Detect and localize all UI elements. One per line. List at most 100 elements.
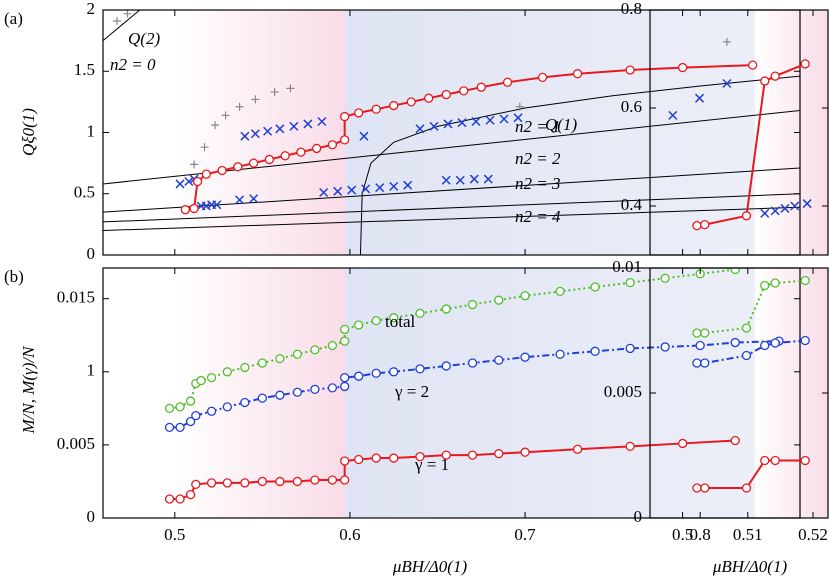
marker: [722, 37, 731, 46]
marker: [263, 126, 273, 136]
marker: [190, 160, 199, 169]
marker: [389, 100, 399, 111]
series-line: [103, 193, 800, 223]
marker: [494, 449, 504, 459]
marker: [741, 483, 752, 493]
marker: [340, 475, 350, 485]
marker: [389, 181, 399, 191]
marker: [625, 65, 635, 75]
region-pink: [755, 10, 828, 255]
marker: [441, 361, 451, 371]
marker: [206, 406, 217, 416]
marker: [741, 211, 752, 221]
marker: [185, 489, 196, 500]
annotation: Q(2): [128, 29, 160, 48]
region-pink: [175, 10, 345, 255]
marker: [296, 147, 306, 157]
annotation: n2 = 2: [515, 149, 561, 168]
series-line: [359, 75, 800, 255]
annotation: n2 = 0: [110, 55, 156, 74]
marker: [113, 17, 122, 26]
marker: [189, 203, 199, 214]
marker: [722, 78, 732, 89]
marker: [175, 402, 185, 412]
frame: [649, 9, 829, 256]
marker: [760, 280, 770, 291]
marker: [441, 89, 451, 100]
marker: [292, 349, 303, 359]
marker: [459, 86, 469, 96]
marker: [240, 362, 250, 373]
marker: [467, 299, 478, 310]
marker: [457, 118, 467, 128]
marker: [333, 186, 343, 196]
marker: [415, 364, 425, 374]
marker: [695, 340, 705, 351]
marker: [354, 108, 364, 118]
marker: [240, 131, 250, 141]
marker: [770, 455, 780, 466]
marker: [590, 282, 600, 292]
x-tick-label: 0.52: [798, 525, 828, 544]
marker: [700, 483, 710, 493]
marker: [175, 422, 185, 433]
marker: [196, 375, 206, 386]
marker: [403, 180, 413, 190]
y-tick-label: 1: [87, 361, 96, 380]
marker: [275, 353, 285, 364]
marker: [494, 295, 504, 305]
marker: [692, 483, 702, 493]
marker: [361, 184, 371, 194]
annotation: Q(1): [545, 115, 577, 134]
x-axis-label: μBH/Δ0(1): [712, 557, 788, 576]
marker: [467, 358, 478, 368]
marker: [233, 162, 243, 172]
marker: [251, 95, 260, 104]
marker: [494, 355, 504, 365]
marker: [389, 313, 399, 323]
panel-label: (b): [4, 267, 24, 286]
marker: [590, 346, 600, 356]
y-tick-label: 0: [87, 244, 96, 263]
y-tick-label: 1.5: [74, 60, 95, 79]
y-tick-label: 0: [87, 507, 96, 526]
marker: [692, 358, 702, 368]
marker: [780, 203, 790, 213]
marker: [660, 342, 670, 352]
marker: [800, 59, 810, 69]
y-tick-label: 0.8: [621, 0, 642, 18]
x-tick-label: 0.6: [339, 525, 360, 544]
marker: [222, 367, 232, 377]
marker: [471, 116, 481, 127]
marker: [555, 349, 565, 359]
marker: [520, 352, 530, 362]
marker: [185, 396, 196, 406]
marker: [201, 201, 211, 211]
marker: [327, 140, 338, 150]
marker: [515, 102, 524, 111]
marker: [257, 393, 268, 403]
marker: [441, 304, 451, 314]
marker: [455, 175, 465, 185]
marker: [770, 71, 780, 81]
y-tick-label: 0: [634, 507, 643, 526]
marker: [275, 476, 285, 487]
marker: [340, 135, 350, 145]
marker: [469, 174, 479, 184]
marker: [371, 368, 381, 378]
frame: [102, 267, 801, 519]
marker: [200, 143, 209, 152]
y-axis-label: Qξ0(1): [19, 108, 38, 156]
marker: [327, 383, 338, 393]
marker: [286, 84, 295, 93]
x-tick-label: 0.5: [672, 525, 693, 544]
marker: [340, 456, 350, 466]
marker: [354, 320, 364, 330]
plot-area: [164, 268, 784, 504]
marker: [499, 114, 509, 124]
marker: [441, 450, 451, 460]
frame: [102, 9, 801, 256]
marker: [175, 494, 185, 504]
marker: [270, 88, 279, 97]
marker: [235, 102, 244, 111]
